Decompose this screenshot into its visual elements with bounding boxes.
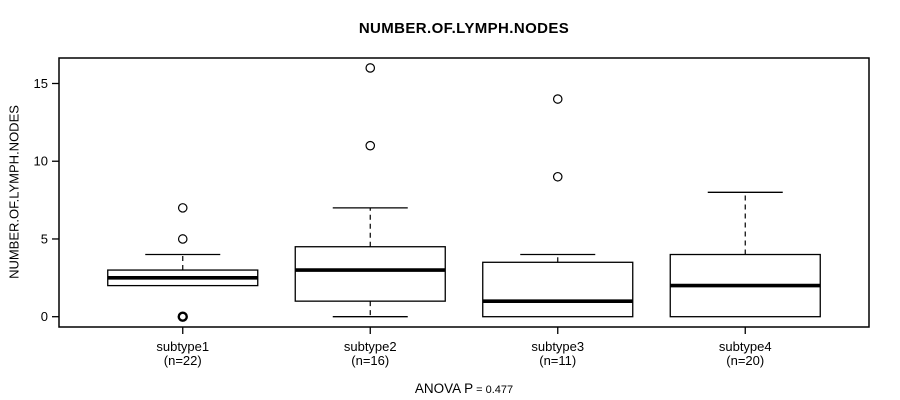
chart-title: NUMBER.OF.LYMPH.NODES xyxy=(358,20,570,37)
x-tick-label: subtype2 xyxy=(344,339,397,354)
y-tick-label: 15 xyxy=(34,76,48,91)
outlier-point xyxy=(177,234,188,244)
y-tick-label: 10 xyxy=(34,154,48,169)
y-tick-label: 0 xyxy=(41,309,48,324)
x-tick-label: subtype4 xyxy=(719,339,772,354)
outlier-point xyxy=(365,140,376,151)
x-tick-count-label: (n=16) xyxy=(351,353,389,368)
y-tick-label: 5 xyxy=(41,231,48,246)
anova-p-value: = 0.477 xyxy=(476,384,514,396)
x-tick-count-label: (n=11) xyxy=(539,353,576,368)
outlier-point xyxy=(365,63,376,73)
x-tick-label: subtype3 xyxy=(531,339,584,354)
plot-border xyxy=(58,57,870,328)
outlier-point-overplotted xyxy=(177,311,188,322)
outlier-point xyxy=(552,94,563,104)
iqr-box xyxy=(294,246,446,302)
x-tick-count-label: (n=22) xyxy=(164,353,202,368)
anova-label: ANOVA P xyxy=(414,381,474,396)
anova-footer: ANOVA P = 0.477 xyxy=(59,381,869,396)
outlier-point xyxy=(552,171,563,182)
x-tick-count-label: (n=20) xyxy=(726,353,764,368)
iqr-box xyxy=(482,261,634,318)
x-tick-label: subtype1 xyxy=(156,339,209,354)
outlier-point xyxy=(177,203,188,213)
